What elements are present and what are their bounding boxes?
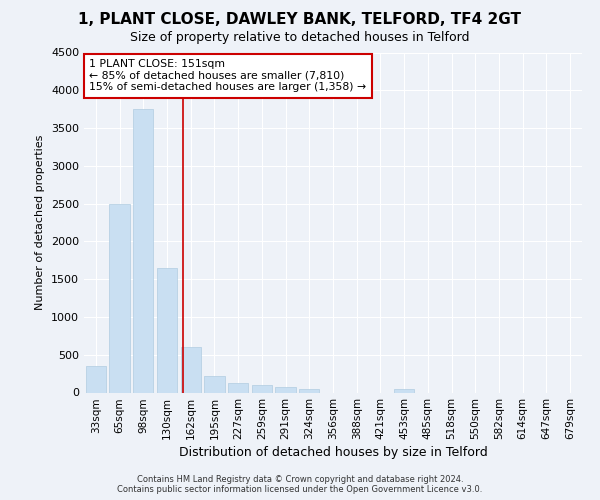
Bar [157,268,177,392]
Text: Contains HM Land Registry data © Crown copyright and database right 2024.
Contai: Contains HM Land Registry data © Crown c… [118,474,482,494]
Bar [86,366,106,392]
Y-axis label: Number of detached properties: Number of detached properties [35,135,46,310]
Text: 1 PLANT CLOSE: 151sqm
← 85% of detached houses are smaller (7,810)
15% of semi-d: 1 PLANT CLOSE: 151sqm ← 85% of detached … [89,60,366,92]
Bar [252,385,272,392]
Text: 1, PLANT CLOSE, DAWLEY BANK, TELFORD, TF4 2GT: 1, PLANT CLOSE, DAWLEY BANK, TELFORD, TF… [79,12,521,28]
Bar [299,388,319,392]
Bar [228,382,248,392]
X-axis label: Distribution of detached houses by size in Telford: Distribution of detached houses by size … [179,446,487,460]
Text: Size of property relative to detached houses in Telford: Size of property relative to detached ho… [130,31,470,44]
Bar [109,204,130,392]
Bar [205,376,224,392]
Bar [133,109,154,393]
Bar [275,387,296,392]
Bar [394,388,414,392]
Bar [181,347,201,393]
